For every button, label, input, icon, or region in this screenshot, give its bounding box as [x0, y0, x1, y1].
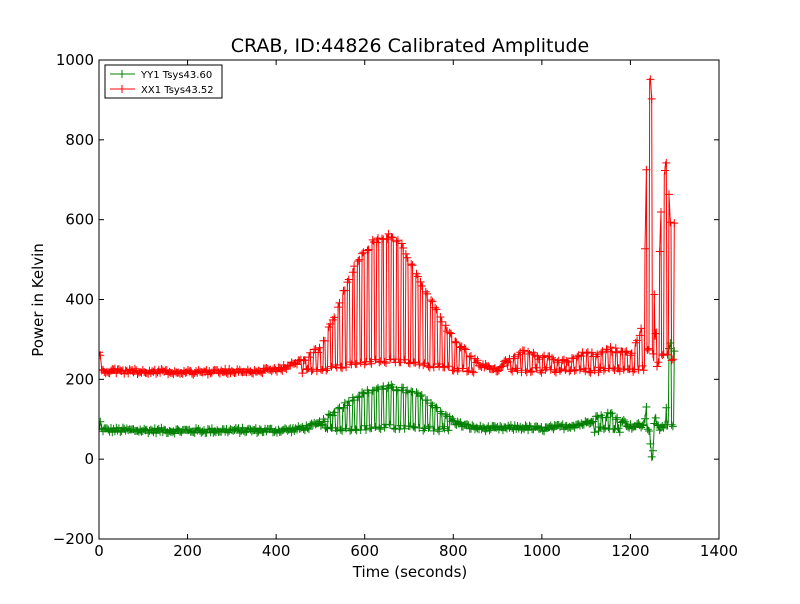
series-1: [99, 75, 679, 379]
x-tick-label: 200: [173, 542, 202, 560]
x-tick-label: 800: [439, 542, 468, 560]
x-tick-label: 1400: [700, 542, 738, 560]
y-tick-label: 400: [65, 291, 94, 309]
x-axis-label: Time (seconds): [352, 563, 468, 581]
chart-title: CRAB, ID:44826 Calibrated Amplitude: [231, 35, 590, 57]
y-tick-label: 200: [65, 370, 94, 388]
x-tick-label: 1000: [523, 542, 561, 560]
x-tick-label: 400: [262, 542, 291, 560]
y-tick-label: 800: [65, 131, 94, 149]
y-tick-label: −200: [53, 530, 94, 548]
y-tick-label: 0: [84, 450, 94, 468]
legend-label-0: YY1 Tsys43.60: [140, 70, 212, 81]
legend-label-1: XX1 Tsys43.52: [141, 85, 214, 96]
series-0: [99, 339, 679, 461]
x-tick-label: 0: [94, 542, 104, 560]
y-axis-label: Power in Kelvin: [29, 243, 47, 357]
y-tick-label: 1000: [56, 51, 94, 69]
legend-marker-0: [118, 70, 126, 78]
x-tick-label: 1200: [611, 542, 649, 560]
legend-box: [104, 64, 223, 99]
legend: YY1 Tsys43.60 XX1 Tsys43.52: [104, 64, 223, 99]
series-group: [99, 75, 679, 461]
legend-marker-1: [118, 85, 126, 93]
y-tick-label: 600: [65, 211, 94, 229]
x-tick-label: 600: [350, 542, 379, 560]
series-markers-1: [99, 75, 679, 379]
series-markers-0: [99, 339, 679, 461]
plot-area: 0 200 400 600 800 1000 1200 1400−20002004006008…: [53, 51, 738, 560]
